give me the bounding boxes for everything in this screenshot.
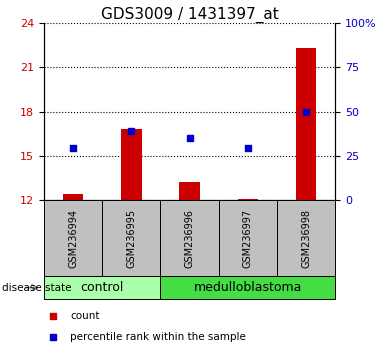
Bar — [44, 276, 160, 299]
Point — [70, 145, 76, 151]
Text: GSM236994: GSM236994 — [68, 209, 78, 268]
Bar — [277, 200, 335, 276]
Bar — [219, 200, 277, 276]
Text: GSM236995: GSM236995 — [126, 209, 136, 268]
Point — [50, 313, 56, 319]
Text: GSM236998: GSM236998 — [301, 209, 311, 268]
Point — [128, 128, 134, 133]
Bar — [160, 276, 335, 299]
Bar — [44, 200, 102, 276]
Text: control: control — [80, 281, 124, 294]
Bar — [63, 194, 83, 200]
Bar — [179, 182, 200, 200]
Point — [245, 145, 251, 151]
Point — [50, 334, 56, 340]
Text: GSM236997: GSM236997 — [243, 209, 253, 268]
Text: GSM236996: GSM236996 — [185, 209, 195, 268]
Bar — [160, 200, 219, 276]
Title: GDS3009 / 1431397_at: GDS3009 / 1431397_at — [101, 7, 278, 23]
Bar — [237, 199, 258, 200]
Text: medulloblastoma: medulloblastoma — [194, 281, 302, 294]
Point — [303, 109, 309, 114]
Text: count: count — [70, 311, 100, 321]
Text: percentile rank within the sample: percentile rank within the sample — [70, 332, 246, 342]
Text: disease state: disease state — [2, 282, 71, 293]
Bar — [102, 200, 160, 276]
Point — [187, 135, 193, 141]
Bar — [296, 48, 316, 200]
Bar — [121, 129, 142, 200]
